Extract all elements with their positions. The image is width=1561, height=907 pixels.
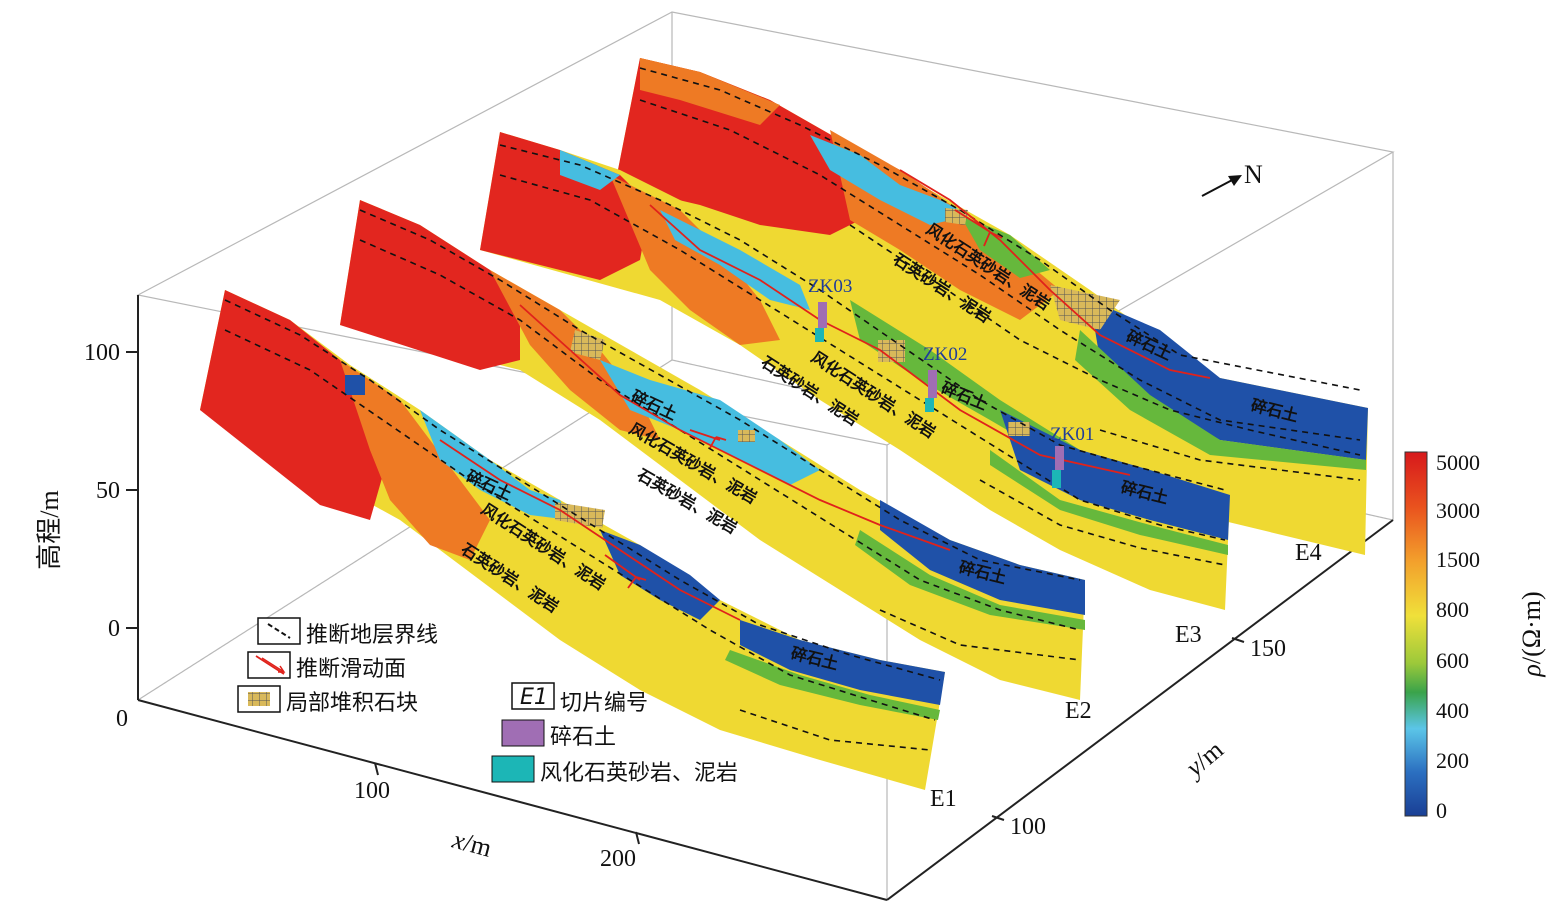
z-tick-100: 100	[84, 340, 120, 366]
legend-slice-id: E1 切片编号	[511, 682, 648, 716]
cb-tick-5000: 5000	[1436, 450, 1480, 475]
north-arrow: N	[1201, 160, 1263, 197]
legend-rubble: 碎石土	[501, 719, 616, 750]
cb-tick-0: 0	[1436, 798, 1447, 823]
x-tick-100: 100	[354, 778, 390, 804]
slice-e4	[615, 58, 1368, 555]
svg-text:碎石土: 碎石土	[550, 725, 616, 750]
x-tick-200: 200	[600, 846, 636, 872]
slice-labels: E1 E2 E3 E4	[930, 540, 1322, 812]
borehole-label-zk01: ZK01	[1050, 424, 1094, 445]
colorbar: 5000 3000 1500 800 600 400 200 0 ρ/(Ω·m)	[1404, 450, 1546, 823]
slice-label-e2: E2	[1065, 698, 1092, 724]
slice-e3	[480, 132, 1230, 610]
cb-tick-800: 800	[1436, 597, 1469, 622]
cb-tick-3000: 3000	[1436, 498, 1480, 523]
cb-tick-600: 600	[1436, 648, 1469, 673]
legend-slice-icon: E1	[520, 685, 548, 710]
borehole-zk02: ZK02	[923, 344, 967, 412]
slice-label-e1: E1	[930, 786, 957, 812]
z-tick-0: 0	[108, 616, 120, 642]
svg-text:推断地层界线: 推断地层界线	[306, 623, 438, 648]
legend-weathered: 风化石英砂岩、泥岩	[491, 755, 738, 786]
svg-text:推断滑动面: 推断滑动面	[296, 657, 406, 682]
x-tick-0: 0	[116, 706, 128, 732]
axis-lines	[137, 295, 1394, 901]
y-tick-150: 150	[1250, 636, 1286, 662]
y-tick-100: 100	[1010, 814, 1046, 840]
borehole-zk01: ZK01	[1050, 424, 1094, 488]
z-axis: 100 50 0 0 高程/m	[35, 340, 138, 732]
borehole-label-zk03: ZK03	[808, 276, 852, 297]
slice-label-e4: E4	[1295, 540, 1322, 566]
borehole-zk03: ZK03	[808, 276, 852, 342]
cb-tick-400: 400	[1436, 698, 1469, 723]
borehole-label-zk02: ZK02	[923, 344, 967, 365]
z-tick-50: 50	[96, 478, 120, 504]
x-axis-title: x/m	[449, 824, 495, 862]
cb-tick-1500: 1500	[1436, 547, 1480, 572]
z-axis-title: 高程/m	[35, 490, 64, 569]
svg-text:局部堆积石块: 局部堆积石块	[286, 691, 418, 716]
svg-text:风化石英砂岩、泥岩: 风化石英砂岩、泥岩	[540, 761, 738, 786]
north-label: N	[1244, 160, 1263, 189]
slice-e1	[200, 290, 945, 790]
legend-slip-surface: 推断滑动面	[247, 651, 406, 682]
colorbar-title: ρ/(Ω·m)	[1517, 591, 1546, 677]
slice-label-e3: E3	[1175, 622, 1202, 648]
cb-tick-200: 200	[1436, 748, 1469, 773]
legend-boulders: 局部堆积石块	[237, 685, 418, 716]
legend: 推断地层界线 推断滑动面 局部堆积石块 E1 切片编号 碎石土 风化石英砂岩、泥…	[237, 617, 738, 786]
stratum-boundaries	[224, 67, 1361, 751]
svg-text:切片编号: 切片编号	[560, 691, 648, 716]
slip-surfaces	[439, 169, 1211, 621]
legend-stratum-boundary: 推断地层界线	[257, 617, 438, 648]
y-axis-title: y/m	[1178, 735, 1229, 784]
